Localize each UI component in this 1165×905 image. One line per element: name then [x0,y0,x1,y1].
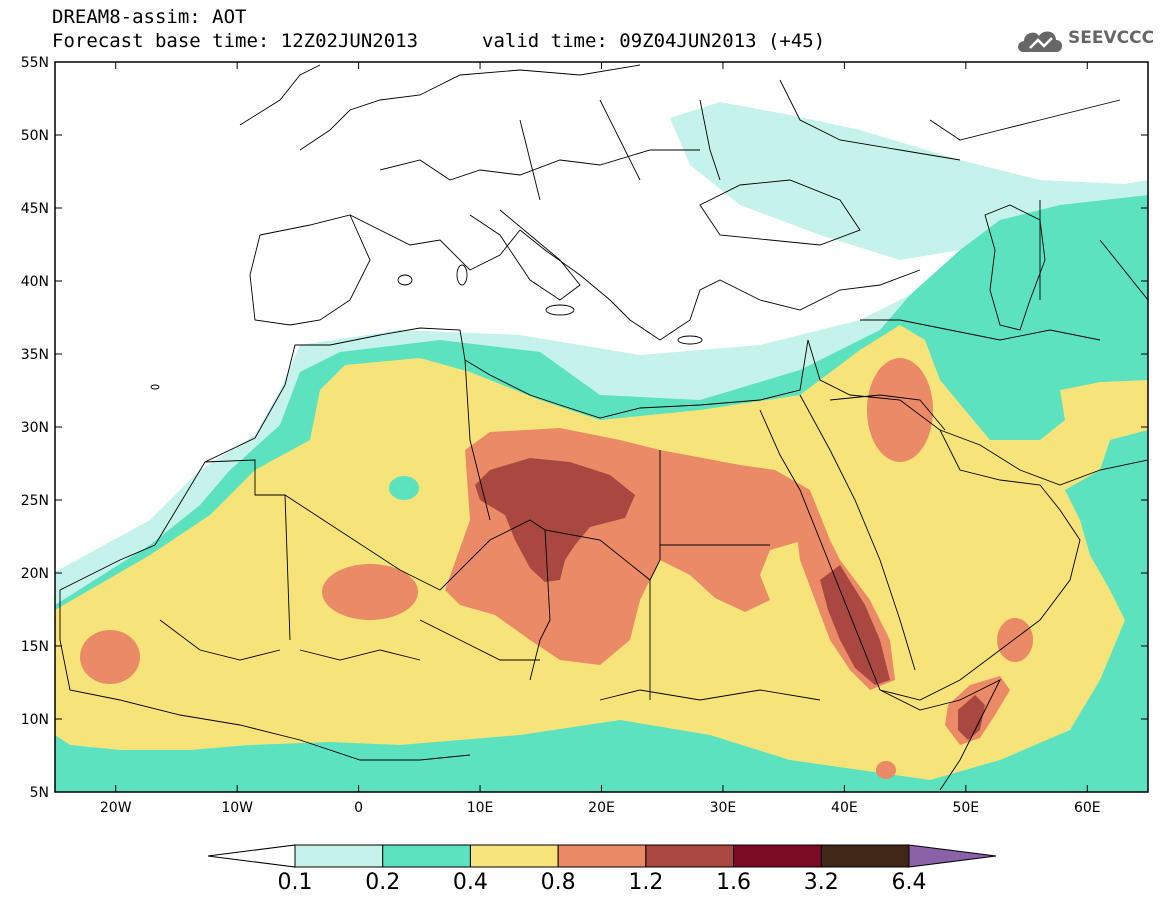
colorbar-upper-extension [908,844,997,868]
colorbar: 0.1 0.2 0.4 0.8 1.2 1.6 3.2 6.4 [207,844,997,895]
colorbar-swatch [733,844,822,868]
x-tick-label: 30E [710,800,737,816]
y-tick-label: 20N [21,566,49,582]
colorbar-swatch [469,844,559,868]
colorbar-lower-extension [207,844,296,868]
x-tick-label: 20E [588,800,615,816]
y-tick-label: 25N [21,493,49,509]
colorbar-level-label: 0.4 [453,870,488,895]
x-tick-label: 60E [1074,800,1101,816]
aot-band-0.2-inclusions [55,270,1148,792]
coastlines-and-borders [59,64,1148,791]
y-tick-label: 50N [21,128,49,144]
x-tick-label: 50E [952,800,979,816]
seevccc-logo: SEEVCCC [1016,22,1156,58]
forecast-base-time: Forecast base time: 12Z02JUN2013 [52,30,419,52]
y-tick-label: 5N [30,785,49,801]
colorbar-level-label: 1.2 [628,870,663,895]
y-axis: 55N 50N 45N 40N 35N 30N 25N 20N 15N 10N 5N [21,55,1148,801]
aot-band-1.2 [475,458,985,740]
y-tick-label: 30N [21,420,49,436]
y-tick-label: 40N [21,274,49,290]
logo-text: SEEVCCC [1068,28,1155,48]
y-tick-label: 15N [21,639,49,655]
colorbar-swatch [820,844,910,868]
colorbar-level-label: 3.2 [804,870,839,895]
colorbar-level-label: 0.1 [278,870,313,895]
x-tick-label: 40E [831,800,858,816]
colorbar-swatch [382,844,471,868]
colorbar-level-label: 0.2 [365,870,400,895]
y-tick-label: 10N [21,712,49,728]
colorbar-level-label: 0.8 [541,870,576,895]
x-tick-label: 0 [354,800,363,816]
y-tick-label: 35N [21,347,49,363]
colorbar-swatch [645,844,735,868]
map-title: DREAM8-assim: AOT [52,6,247,28]
valid-time: valid time: 09Z04JUN2013 (+45) [482,30,826,52]
x-tick-label: 10E [467,800,494,816]
x-axis: 20W 10W 0 10E 20E 30E 40E 50E 60E [100,62,1101,816]
colorbar-level-label: 1.6 [716,870,751,895]
colorbar-swatch [557,844,647,868]
y-tick-label: 45N [21,201,49,217]
colorbar-swatch [294,844,384,868]
x-tick-label: 20W [100,800,132,816]
x-tick-label: 10W [221,800,253,816]
y-tick-label: 55N [21,55,49,71]
colorbar-level-label: 6.4 [892,870,927,895]
cloud-logo-icon [1018,31,1062,52]
